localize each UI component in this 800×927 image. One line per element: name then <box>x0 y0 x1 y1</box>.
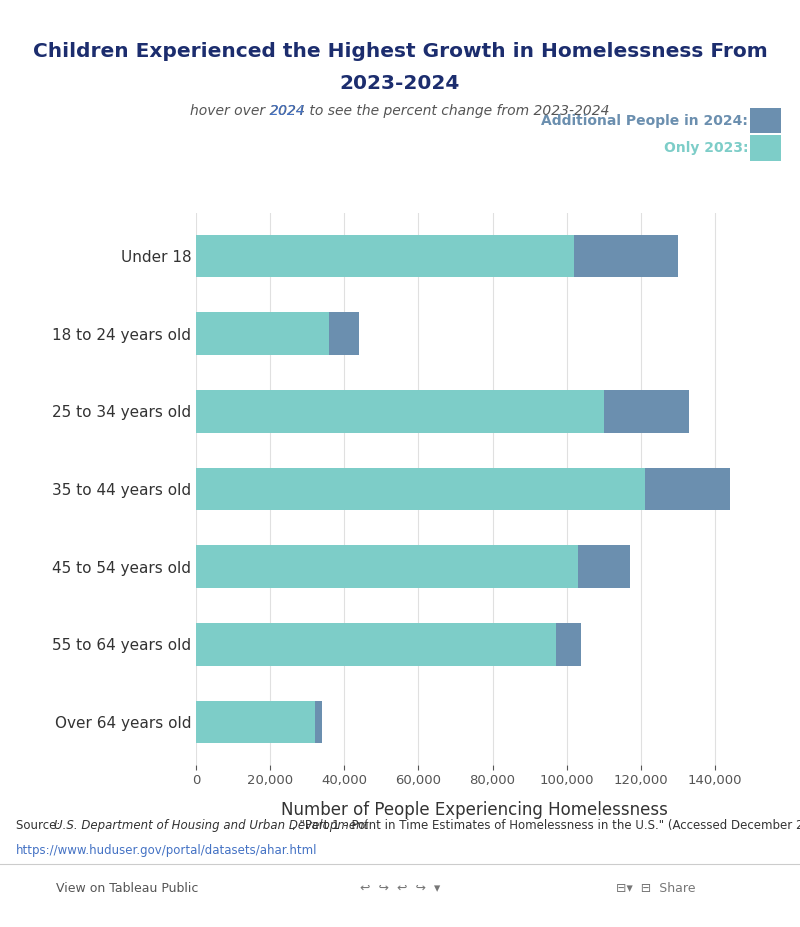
Text: Only 2023:: Only 2023: <box>663 141 748 156</box>
Bar <box>578 545 630 588</box>
Bar <box>330 312 359 355</box>
Bar <box>574 235 678 277</box>
Bar <box>196 467 645 511</box>
Bar <box>196 390 604 433</box>
Text: hover over 2024 to see the percent change from 2023-2024: hover over 2024 to see the percent chang… <box>190 104 610 118</box>
Bar <box>196 701 314 743</box>
Text: ⊟▾  ⊟  Share: ⊟▾ ⊟ Share <box>616 882 696 895</box>
Bar <box>196 235 574 277</box>
Bar <box>604 390 689 433</box>
Bar <box>645 467 730 511</box>
Text: Children Experienced the Highest Growth in Homelessness From: Children Experienced the Highest Growth … <box>33 42 767 60</box>
X-axis label: Number of People Experiencing Homelessness: Number of People Experiencing Homelessne… <box>281 801 667 819</box>
Text: , "Part 1 - Point in Time Estimates of Homelessness in the U.S." (Accessed Decem: , "Part 1 - Point in Time Estimates of H… <box>292 819 800 832</box>
Bar <box>314 701 322 743</box>
Text: Source:: Source: <box>16 819 64 832</box>
Text: https://www.huduser.gov/portal/datasets/ahar.html: https://www.huduser.gov/portal/datasets/… <box>16 844 318 857</box>
Bar <box>196 312 330 355</box>
Text: Additional People in 2024:: Additional People in 2024: <box>541 113 748 128</box>
Bar <box>196 623 555 666</box>
Text: 2023-2024: 2023-2024 <box>340 74 460 93</box>
Text: U.S. Department of Housing and Urban Development: U.S. Department of Housing and Urban Dev… <box>54 819 369 832</box>
Text: 2024: 2024 <box>270 104 306 118</box>
Bar <box>196 545 578 588</box>
Text: View on Tableau Public: View on Tableau Public <box>56 882 198 895</box>
Bar <box>555 623 582 666</box>
Text: ↩  ↪  ↩  ↪  ▾: ↩ ↪ ↩ ↪ ▾ <box>360 882 440 895</box>
